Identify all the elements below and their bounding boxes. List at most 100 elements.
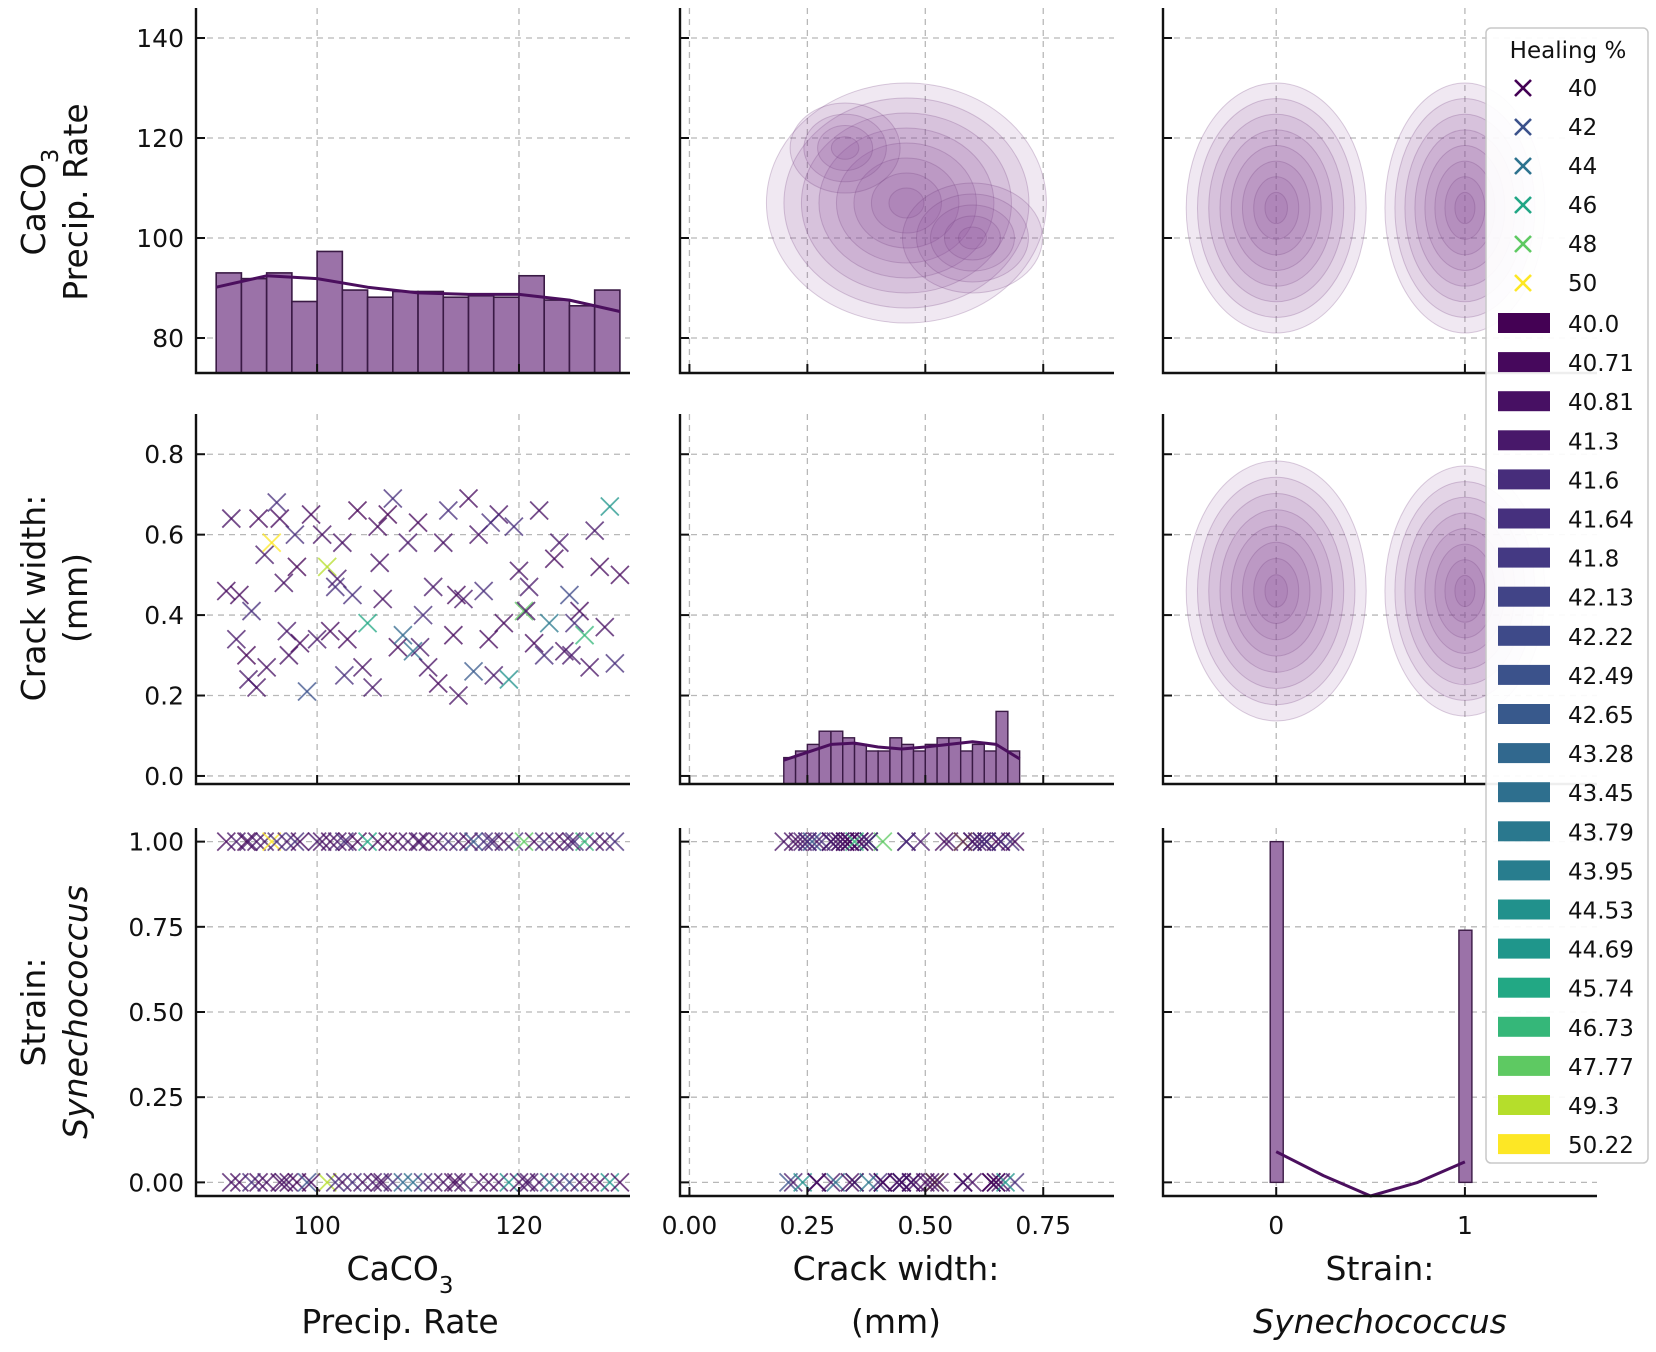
scatter-point-strain-vs-crack (929, 1172, 950, 1193)
axis-spine (678, 414, 1114, 786)
scatter-point-strain-vs-caco3 (320, 831, 340, 852)
x-tick-label: 1 (1457, 1211, 1473, 1240)
scatter-point-crack-vs-caco3 (499, 669, 519, 690)
marker-stroke (821, 1172, 841, 1193)
scatter-point-crack-vs-caco3 (474, 581, 494, 601)
marker-stroke (398, 533, 418, 553)
marker-stroke (433, 533, 453, 553)
density-level (1196, 98, 1356, 318)
axis-spine (1161, 828, 1597, 1198)
scatter-point-crack-vs-caco3 (410, 637, 430, 657)
marker-stroke (778, 1172, 799, 1193)
legend-swatch (1498, 782, 1550, 803)
scatter-point-strain-vs-crack (835, 831, 855, 852)
scatter-point-crack-vs-caco3 (554, 641, 575, 661)
marker-stroke (262, 533, 282, 553)
density-level (915, 193, 1029, 283)
scatter-point-strain-vs-crack (859, 831, 879, 852)
marker-stroke (821, 831, 841, 852)
histogram-bar (1458, 929, 1473, 1184)
marker-stroke (370, 1172, 390, 1193)
marker-stroke (337, 831, 358, 852)
scatter-point-strain-vs-caco3 (590, 1172, 610, 1193)
legend-patch-entry: 45.74 (1498, 977, 1634, 1003)
legend-swatch (1498, 704, 1550, 724)
marker-stroke (610, 565, 630, 585)
scatter-point-strain-vs-caco3 (238, 831, 259, 852)
axis-spine (194, 414, 630, 786)
scatter-point-strain-vs-crack (821, 1172, 841, 1193)
scatter-point-strain-vs-caco3 (285, 831, 305, 852)
scatter-point-strain-vs-crack (844, 1172, 865, 1193)
marker-stroke (991, 831, 1011, 852)
marker-stroke (605, 831, 625, 852)
scatter-point-strain-vs-crack (953, 831, 973, 852)
marker-stroke (797, 831, 818, 852)
marker-stroke (317, 557, 337, 577)
marker-stroke (238, 831, 259, 852)
y-axis-label-crack: Crack width: (mm) (14, 495, 95, 702)
marker-stroke (585, 831, 605, 852)
scatter-point-crack-vs-caco3 (347, 500, 368, 521)
scatter-point-crack-vs-caco3 (285, 525, 305, 545)
marker-stroke (393, 1172, 413, 1193)
marker-stroke (301, 504, 321, 525)
density-level (1264, 191, 1288, 225)
axis-spine (194, 828, 630, 1198)
density-level (1253, 557, 1300, 624)
density-level (957, 226, 987, 250)
scatter-point-strain-vs-caco3 (236, 831, 257, 852)
marker-stroke (504, 516, 524, 537)
marker-stroke (241, 1172, 262, 1193)
marker-stroke (229, 585, 250, 605)
legend-marker-entry: 50 (1514, 271, 1597, 297)
histogram-bar (442, 296, 470, 374)
x-tick-label: 0.75 (1015, 1211, 1071, 1240)
kde-line (1275, 1150, 1466, 1198)
density-level (800, 112, 1012, 294)
scatter-point-crack-vs-caco3 (481, 512, 501, 533)
scatter-point-crack-vs-caco3 (564, 613, 585, 633)
histogram-bar (568, 304, 596, 374)
scatter-point-crack-vs-caco3 (574, 625, 595, 645)
histogram-bar (959, 750, 974, 785)
scatter-point-strain-vs-crack (873, 1172, 893, 1193)
marker-stroke (929, 1172, 950, 1193)
legend-label: 46.73 (1568, 1016, 1634, 1042)
x-label-strain-line2: Synechococcus (1253, 1302, 1507, 1341)
legend-swatch (1498, 860, 1550, 881)
marker-stroke (320, 621, 340, 641)
scatter-point-strain-vs-caco3 (216, 831, 236, 852)
scatter-point-strain-vs-caco3 (579, 1172, 600, 1193)
scatter-point-strain-vs-caco3 (423, 1172, 443, 1193)
scatter-point-strain-vs-caco3 (524, 831, 544, 852)
marker-stroke (489, 1172, 509, 1193)
legend: Healing % 40 42 44 46 48 50 40.0 40.71 40.81 41.3… (1485, 27, 1649, 1164)
marker-stroke (410, 831, 430, 852)
marker-stroke (216, 581, 236, 601)
histogram-bar (240, 277, 268, 374)
histogram-bar (912, 750, 927, 785)
density-level (901, 182, 1043, 294)
marker-stroke (534, 831, 554, 852)
scatter-point-crack-vs-caco3 (362, 677, 383, 698)
marker-stroke (428, 673, 448, 694)
histogram-bar (924, 743, 938, 785)
marker-stroke (559, 1172, 580, 1193)
marker-stroke (357, 613, 378, 633)
scatter-point-strain-vs-crack (793, 1172, 813, 1193)
y-tick-label: 0.4 (144, 601, 184, 630)
scatter-point-strain-vs-caco3 (474, 831, 494, 852)
scatter-point-crack-vs-caco3 (549, 533, 569, 553)
histogram-bar (830, 730, 844, 785)
legend-label: 42.22 (1568, 625, 1634, 651)
scatter-point-crack-vs-caco3 (484, 665, 504, 686)
legend-swatch (1498, 1016, 1550, 1037)
marker-stroke (991, 1172, 1011, 1193)
marker-stroke (413, 605, 433, 625)
marker-stroke (221, 1172, 241, 1193)
legend-label: 41.3 (1568, 429, 1619, 455)
marker-stroke (788, 831, 808, 852)
marker-stroke (509, 1172, 529, 1193)
